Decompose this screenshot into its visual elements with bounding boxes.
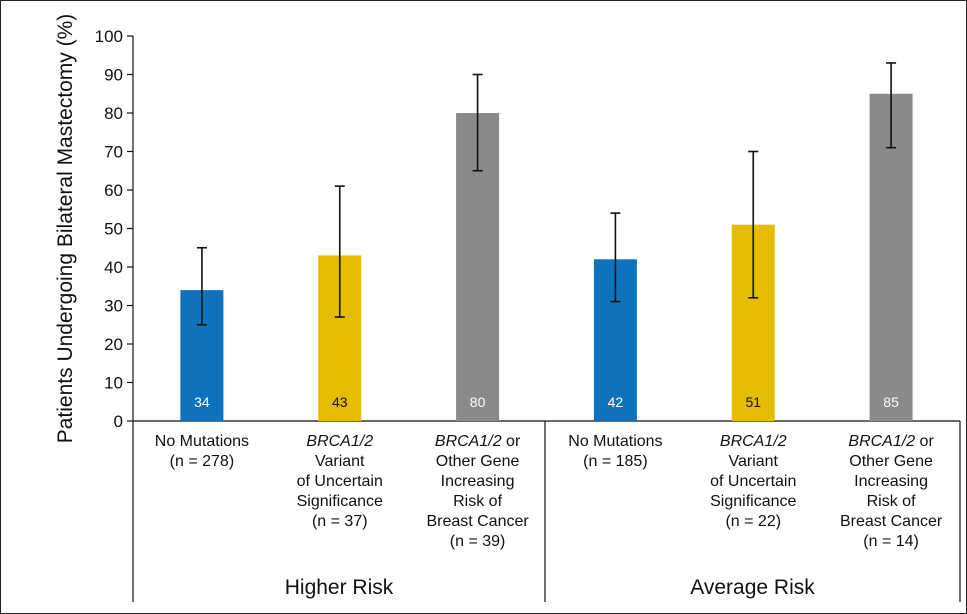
x-category-label: Other Gene [436, 453, 520, 470]
bar-value-label: 85 [883, 394, 899, 410]
x-category-label: Increasing [854, 473, 928, 490]
x-category-label: (n = 39) [450, 533, 506, 550]
y-tick-label: 30 [104, 297, 123, 316]
x-category-label: BRCA1/2 [306, 433, 373, 450]
x-category-label: Variant [728, 453, 778, 470]
y-tick-label: 90 [104, 66, 123, 85]
x-category-label: Significance [297, 493, 383, 510]
x-category-label: Breast Cancer [426, 513, 529, 530]
x-category-label: Risk of [867, 493, 916, 510]
x-category-label: (n = 22) [725, 513, 781, 530]
x-category-label: (n = 278) [170, 453, 234, 470]
y-tick-label: 50 [104, 220, 123, 239]
group-label: Average Risk [690, 576, 815, 599]
x-category-label: (n = 185) [583, 453, 647, 470]
y-axis-label: Patients Undergoing Bilateral Mastectomy… [54, 14, 77, 444]
x-category-label: Increasing [441, 473, 515, 490]
y-tick-label: 10 [104, 374, 123, 393]
x-category-label: Other Gene [849, 453, 933, 470]
x-category-label: No Mutations [568, 433, 662, 450]
x-category-label: Significance [710, 493, 796, 510]
x-category-label: Risk of [453, 493, 502, 510]
x-category-label: BRCA1/2 or [848, 433, 934, 450]
y-tick-label: 60 [104, 181, 123, 200]
x-category-label: BRCA1/2 or [435, 433, 521, 450]
bar-value-label: 42 [608, 394, 624, 410]
y-tick-label: 70 [104, 143, 123, 162]
bar-value-label: 34 [194, 394, 210, 410]
x-category-label: (n = 14) [863, 533, 919, 550]
y-tick-label: 20 [104, 335, 123, 354]
group-label: Higher Risk [285, 576, 394, 599]
x-category-label: Breast Cancer [840, 513, 943, 530]
x-category-label: of Uncertain [297, 473, 383, 490]
bar-value-label: 80 [470, 394, 486, 410]
x-category-label: Variant [315, 453, 365, 470]
x-category-label: No Mutations [155, 433, 249, 450]
x-category-label: (n = 37) [312, 513, 368, 530]
bar-value-label: 43 [332, 394, 348, 410]
x-category-label: BRCA1/2 [720, 433, 787, 450]
bar-value-label: 51 [745, 394, 761, 410]
y-tick-label: 80 [104, 104, 123, 123]
y-tick-label: 0 [114, 412, 123, 431]
y-tick-label: 100 [95, 27, 123, 46]
y-tick-label: 40 [104, 258, 123, 277]
x-category-label: of Uncertain [710, 473, 796, 490]
